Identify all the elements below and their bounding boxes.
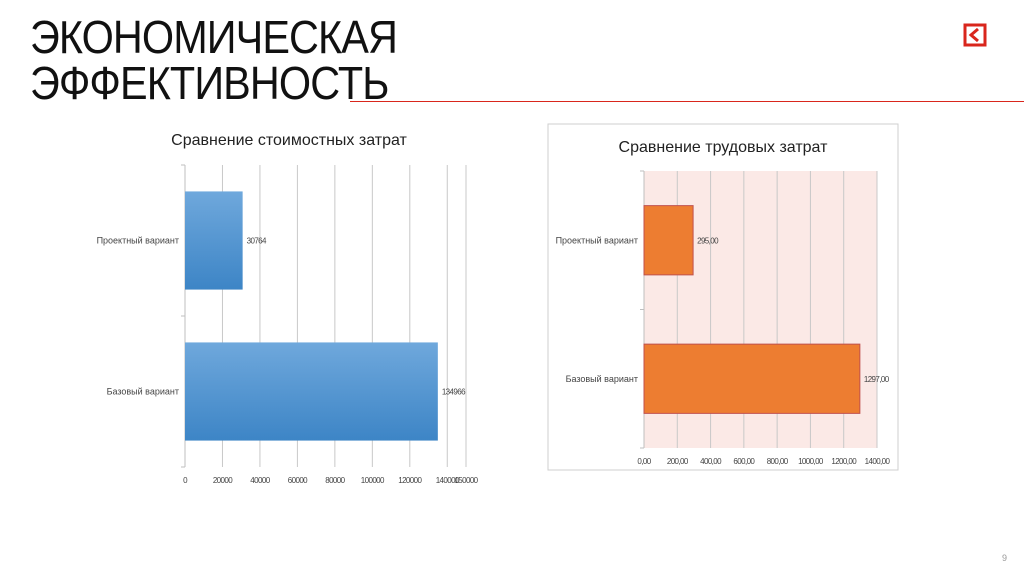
category-label: Проектный вариант (97, 236, 179, 246)
x-tick-label: 150000 (454, 476, 478, 485)
bar (185, 191, 243, 290)
chart-title: Сравнение стоимостных затрат (171, 132, 407, 149)
data-label: 30764 (247, 237, 267, 246)
x-tick-label: 140000 (436, 476, 460, 485)
title-underline (350, 101, 1024, 102)
x-tick-label: 600,00 (733, 457, 755, 466)
x-tick-label: 40000 (250, 476, 270, 485)
x-tick-label: 80000 (325, 476, 345, 485)
x-tick-label: 0,00 (637, 457, 651, 466)
data-label: 295,00 (697, 236, 719, 245)
category-label: Проектный вариант (556, 235, 638, 245)
bar (643, 343, 861, 414)
bar (643, 205, 694, 276)
x-tick-label: 0 (183, 476, 188, 485)
data-label: 134966 (442, 388, 466, 397)
data-label: 1297,00 (864, 375, 890, 384)
category-label: Базовый вариант (566, 374, 638, 384)
x-tick-label: 200,00 (667, 457, 689, 466)
x-tick-label: 60000 (288, 476, 308, 485)
x-tick-label: 800,00 (767, 457, 789, 466)
x-tick-label: 20000 (213, 476, 233, 485)
chart-title: Сравнение трудовых затрат (619, 139, 829, 156)
page-number: 9 (1002, 553, 1008, 563)
x-tick-label: 1000,00 (798, 457, 824, 466)
x-tick-label: 120000 (398, 476, 422, 485)
back-button[interactable] (963, 23, 987, 47)
page-title-line-1: ЭКОНОМИЧЕСКАЯ (30, 11, 398, 63)
x-tick-label: 400,00 (700, 457, 722, 466)
x-tick-label: 1400,00 (865, 457, 891, 466)
page-title-line-2: ЭФФЕКТИВНОСТЬ (30, 57, 389, 109)
back-arrow-icon (963, 23, 987, 47)
x-tick-label: 100000 (361, 476, 385, 485)
category-label: Базовый вариант (107, 387, 179, 397)
bar (185, 342, 438, 441)
x-tick-label: 1200,00 (831, 457, 857, 466)
page-title: ЭКОНОМИЧЕСКАЯ ЭФФЕКТИВНОСТЬ (30, 11, 398, 109)
